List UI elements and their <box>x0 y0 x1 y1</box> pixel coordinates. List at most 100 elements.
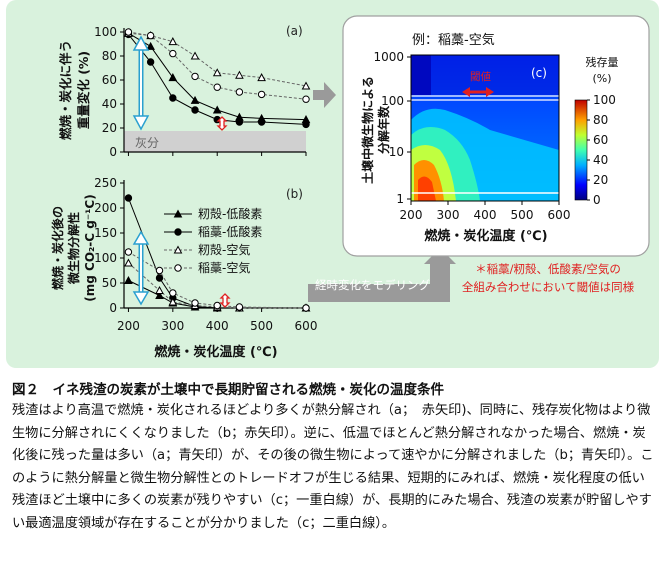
modeling-arrow: 経時変化をモデリング <box>308 248 456 302</box>
ash-band <box>124 131 306 152</box>
b-series-point <box>302 304 310 312</box>
ash-label: 灰分 <box>135 136 159 150</box>
legend-label: 稲藁-空気 <box>198 260 250 275</box>
threshold-arrow <box>462 87 494 97</box>
a-series-point <box>191 72 199 81</box>
b-series-point <box>169 289 177 297</box>
threshold-label: 閾値 <box>470 70 491 83</box>
a-series-point <box>168 73 178 82</box>
a-series-point <box>168 37 178 46</box>
legend-label: 稲藁-低酸素 <box>198 224 262 239</box>
b-ytick-label: 50 <box>102 276 117 290</box>
heatmap <box>410 54 560 202</box>
a-ytick-label: 20 <box>102 121 117 135</box>
a-series-point <box>235 118 244 126</box>
b-ytick-label: 200 <box>94 201 117 215</box>
c-ytick-label: 1 <box>396 192 404 206</box>
panel-b: (b) 0 50 100 150 200 250 200 300 400 500 600 燃焼・炭… <box>50 176 317 360</box>
c-xtick-label: 200 <box>400 208 423 222</box>
b-series-point <box>155 266 164 275</box>
a-series-point <box>302 95 310 103</box>
red-arrow-b <box>219 293 231 308</box>
a-ytick-label: 80 <box>102 49 117 63</box>
c-xtick-label: 400 <box>474 208 497 222</box>
legend-label: 籾殻-空気 <box>198 242 250 257</box>
b-x-ticks: 200 300 400 500 600 <box>117 308 317 333</box>
a-series-point <box>146 41 155 50</box>
colorbar-tick-label: 100 <box>593 93 616 107</box>
b-ytick-label: 100 <box>94 251 117 265</box>
a-series-point <box>235 70 244 79</box>
b-series-point <box>124 258 133 267</box>
c-ytick-label: 10 <box>389 145 404 159</box>
b-ylabel-3: (mg CO₂-C g⁻¹C) <box>83 194 97 301</box>
b-series-point <box>168 297 178 306</box>
b-ytick-label: 250 <box>94 176 117 190</box>
colorbar-title-1: 残存量 <box>586 55 619 69</box>
b-ytick-label: 0 <box>109 301 117 315</box>
b-xtick-label: 400 <box>206 319 229 333</box>
legend-marker <box>174 264 182 272</box>
note-line-2: 全組み合わせにおいて閾値は同様 <box>462 280 635 294</box>
c-xtick-label: 300 <box>437 208 460 222</box>
colorbar <box>574 99 588 201</box>
legend-marker <box>173 245 183 254</box>
a-series-point <box>146 58 155 66</box>
legend-marker <box>174 228 182 236</box>
a-series-point <box>302 120 310 129</box>
a-series-point <box>257 118 266 126</box>
caption-title: 図２ イネ残渣の炭素が土壌中で長期貯留される燃焼・炭化の温度条件 <box>12 382 444 398</box>
a-series-line-0 <box>128 32 307 121</box>
colorbar-tick-label: 80 <box>593 113 608 127</box>
red-arrow-a <box>216 116 228 131</box>
a-series-line-3 <box>128 31 307 100</box>
b-series <box>124 194 311 312</box>
colorbar-tick-label: 60 <box>593 133 608 147</box>
a-series-point <box>257 90 266 99</box>
a-series <box>124 28 311 129</box>
c-xlabel: 燃焼・炭化温度 (℃) <box>424 228 547 244</box>
modeling-label: 経時変化をモデリング <box>315 278 430 292</box>
arrow-right-icon <box>313 82 336 108</box>
panel-a: 灰分 (a) 0 20 40 60 80 100 燃焼・炭化に伴う 重量変化 (%) <box>58 24 311 159</box>
b-series-point <box>213 301 221 310</box>
b-series-point <box>191 299 199 307</box>
b-xtick-label: 200 <box>117 319 140 333</box>
a-series-point <box>169 94 177 102</box>
b-xlabel: 燃焼・炭化温度 (℃) <box>154 344 277 360</box>
panel-c-title: 例：稲藁-空気 <box>412 32 495 48</box>
b-series-point <box>235 303 244 311</box>
a-series-point <box>301 81 311 90</box>
a-series-point <box>235 88 244 96</box>
colorbar-tick-label: 0 <box>593 193 601 207</box>
caption-body: 残渣はより高温で燃焼・炭化されるほどより多くが熱分解され（a； 赤矢印)、同時に… <box>12 403 654 531</box>
b-series-point <box>124 248 133 256</box>
b-xtick-label: 600 <box>295 319 318 333</box>
colorbar-tick-label: 20 <box>593 173 608 187</box>
a-ytick-label: 60 <box>102 73 117 87</box>
panel-a-label: (a) <box>286 24 303 38</box>
a-series-point <box>212 68 222 77</box>
colorbar-tick-label: 40 <box>593 153 608 167</box>
a-ytick-label: 100 <box>94 25 117 39</box>
b-xtick-label: 300 <box>161 319 184 333</box>
b-y-ticks: 0 50 100 150 200 250 <box>94 176 124 315</box>
c-ylabel-1: 土壌中微生物による <box>360 76 375 184</box>
c-ytick-label: 100 <box>381 94 404 108</box>
a-series-point <box>190 95 200 104</box>
legend-label: 籾殻-低酸素 <box>198 206 262 221</box>
a-ytick-label: 40 <box>102 97 117 111</box>
b-series-point <box>124 275 133 284</box>
panel-b-label: (b) <box>286 187 303 201</box>
c-ylabel-2: 分解年数 <box>376 105 391 154</box>
c-xtick-label: 600 <box>548 208 571 222</box>
c-ytick-label: 1000 <box>373 50 404 64</box>
a-series-point <box>213 83 221 91</box>
b-series-point <box>124 194 133 202</box>
a-series-point <box>257 73 266 82</box>
legend-marker <box>173 209 183 218</box>
c-xtick-label: 500 <box>511 208 534 222</box>
b-series-point <box>155 285 164 294</box>
a-ylabel-1: 燃焼・炭化に伴う <box>58 40 73 140</box>
